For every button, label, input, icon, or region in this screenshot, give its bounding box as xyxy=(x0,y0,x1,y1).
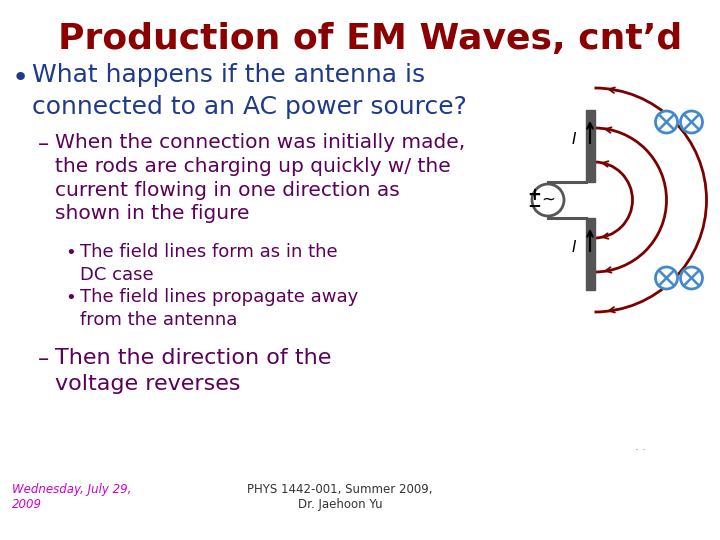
Bar xyxy=(585,218,595,290)
Circle shape xyxy=(680,111,703,133)
Circle shape xyxy=(680,267,703,289)
Text: Then the direction of the
voltage reverses: Then the direction of the voltage revers… xyxy=(55,348,331,394)
Text: Wednesday, July 29,
2009: Wednesday, July 29, 2009 xyxy=(12,483,131,511)
Text: I: I xyxy=(572,132,576,147)
Text: What happens if the antenna is
connected to an AC power source?: What happens if the antenna is connected… xyxy=(32,63,467,119)
Bar xyxy=(585,110,595,182)
Text: Production of EM Waves, cnt’d: Production of EM Waves, cnt’d xyxy=(58,22,682,56)
Text: +: + xyxy=(527,186,541,204)
Text: I: I xyxy=(572,240,576,255)
Text: −: − xyxy=(527,196,541,214)
Text: . .: . . xyxy=(634,442,645,452)
Text: •: • xyxy=(12,64,30,92)
Text: •: • xyxy=(65,244,76,262)
Text: PHYS 1442-001, Summer 2009,
Dr. Jaehoon Yu: PHYS 1442-001, Summer 2009, Dr. Jaehoon … xyxy=(247,483,433,511)
Text: ~: ~ xyxy=(541,191,555,209)
Text: The field lines form as in the
DC case: The field lines form as in the DC case xyxy=(80,243,338,284)
Circle shape xyxy=(655,267,678,289)
Text: –: – xyxy=(38,134,49,154)
Text: The field lines propagate away
from the antenna: The field lines propagate away from the … xyxy=(80,288,359,329)
Circle shape xyxy=(532,184,564,216)
Text: •: • xyxy=(65,289,76,307)
Circle shape xyxy=(655,111,678,133)
Text: –: – xyxy=(38,349,49,369)
Text: When the connection was initially made,
the rods are charging up quickly w/ the
: When the connection was initially made, … xyxy=(55,133,465,224)
